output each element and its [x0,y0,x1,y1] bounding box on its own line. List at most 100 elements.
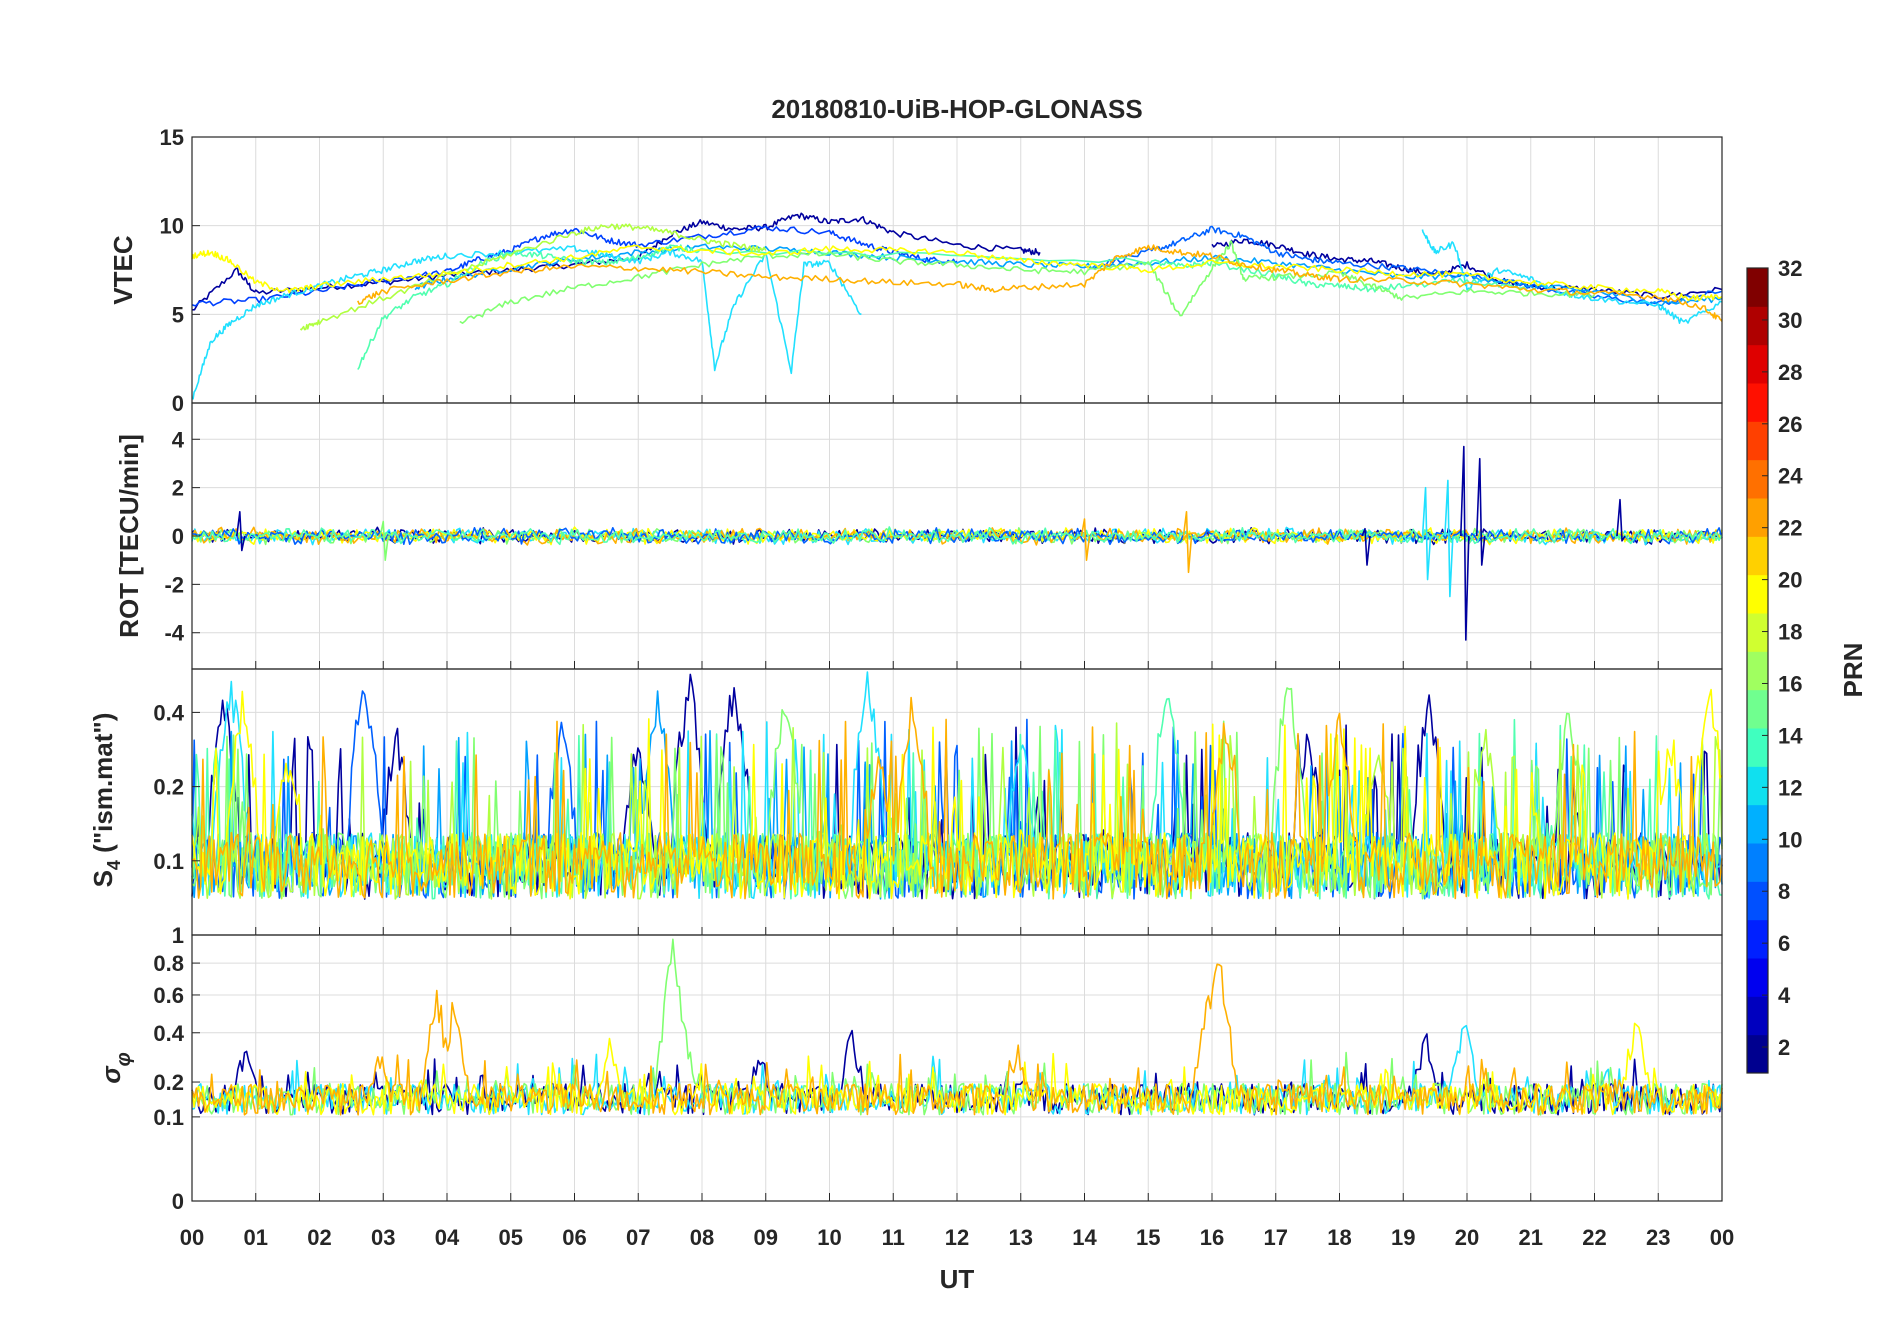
s4-y-ticks: 0.4 0.2 0.1 [153,700,1723,935]
y-tick-label: -2 [164,572,184,597]
x-tick-label: 19 [1391,1225,1415,1250]
y-tick-label: 0.8 [153,951,184,976]
colorbar-tick-label: 16 [1778,671,1802,696]
y-tick-label: 15 [160,125,184,150]
y-tick-label: 0 [172,1189,184,1214]
colorbar-tick-label: 26 [1778,412,1802,437]
sigma-phi-y-ticks: 0 0.1 0.2 0.4 0.6 0.8 1 [153,923,1723,1214]
colorbar-tick-label: 10 [1778,827,1802,852]
x-tick-label: 11 [882,1225,905,1250]
colorbar-cell [1747,651,1768,691]
colorbar-label: PRN [1838,643,1868,698]
y-tick-label: 0.6 [153,983,184,1008]
y-tick-label: 0 [172,524,184,549]
colorbar-cell [1747,383,1768,422]
x-tick-label: 14 [1072,1225,1097,1250]
x-tick-label: 21 [1519,1225,1543,1250]
vtec-series-line [1421,229,1723,324]
s4-panel: 0.4 0.2 0.1 S4 ("ism.mat") [88,668,1723,936]
y-tick-label: 5 [172,302,184,327]
colorbar-cell [1747,843,1768,882]
y-tick-label: 0.1 [153,849,184,874]
colorbar-cell [1747,996,1768,1036]
rot-series-line [191,526,1723,546]
colorbar-cell [1747,268,1768,307]
x-tick-label: 20 [1455,1225,1479,1250]
vtec-y-label: VTEC [108,235,138,305]
colorbar-cell [1747,881,1768,921]
x-axis-label: UT [940,1264,975,1294]
x-tick-label: 02 [307,1225,331,1250]
colorbar-cell [1747,613,1768,652]
y-tick-label: 0.4 [153,1021,184,1046]
colorbar-tick-label: 2 [1778,1035,1790,1060]
colorbar-tick-label: 20 [1778,568,1802,593]
colorbar-tick-label: 30 [1778,308,1802,333]
rot-spike [1460,445,1470,641]
colorbar-cell [1747,574,1768,614]
y-tick-label: -4 [164,621,184,646]
colorbar-cell [1747,689,1768,729]
x-axis-ticks: 00 01 02 03 04 05 06 07 08 09 10 11 12 13 14 15 16 17 18 19… [180,1225,1734,1250]
x-tick-label: 12 [945,1225,969,1250]
vtec-series-line [191,225,958,307]
rot-spike [1475,457,1486,566]
colorbar-cell [1747,306,1768,346]
colorbar-cell [1747,766,1768,806]
vtec-series-line [357,244,1531,370]
x-tick-label: 09 [754,1225,778,1250]
s4-traces [191,671,1723,900]
rot-y-ticks: 4 2 0 -2 -4 [164,427,1723,669]
colorbar-gradient [1747,268,1768,1074]
colorbar-cell [1747,728,1768,767]
x-tick-label: 04 [435,1225,460,1250]
x-tick-label: 00 [1710,1225,1734,1250]
vtec-series-line [1084,225,1723,307]
vtec-series-line [414,243,1723,307]
rot-spike [1421,486,1432,581]
rot-spike [236,511,246,552]
x-tick-label: 07 [626,1225,650,1250]
y-tick-label: 0 [172,391,184,416]
y-tick-label: 0.4 [153,700,184,725]
sigma-phi-series-line [191,963,1723,1116]
sigma-phi-y-label: σφ [96,1052,135,1083]
colorbar-cell [1747,344,1768,384]
colorbar-tick-label: 28 [1778,360,1802,385]
sigma-phi-traces [191,938,1723,1116]
colorbar-cell [1747,804,1768,844]
rot-y-label: ROT [TECU/min] [114,434,144,638]
vtec-series-line [191,212,1041,311]
colorbar-frame [1746,267,1769,1074]
rot-spike [379,520,390,561]
x-tick-label: 22 [1582,1225,1606,1250]
colorbar-tick-label: 18 [1778,620,1802,645]
colorbar-cell [1747,536,1768,576]
colorbar-tick-label: 22 [1778,516,1802,541]
y-tick-label: 0.2 [153,775,184,800]
x-tick-label: 17 [1264,1225,1288,1250]
sigma-phi-frame [191,934,1723,1202]
colorbar-cell [1747,958,1768,997]
y-tick-label: 2 [172,476,184,501]
rot-panel: 4 2 0 -2 -4 ROT [TECU/min] [114,402,1723,670]
x-tick-label: 13 [1009,1225,1033,1250]
s4-y-label: S4 ("ism.mat") [88,713,124,888]
colorbar-tick-label: 8 [1778,879,1790,904]
x-tick-label: 16 [1200,1225,1224,1250]
x-tick-label: 15 [1136,1225,1160,1250]
x-tick-label: 06 [562,1225,586,1250]
rot-spike [1361,527,1371,566]
rot-traces [191,445,1723,641]
x-tick-label: 00 [180,1225,204,1250]
colorbar-tick-label: 12 [1778,775,1802,800]
y-tick-label: 1 [172,923,184,948]
x-tick-label: 03 [371,1225,395,1250]
colorbar-cell [1747,459,1768,499]
sigma-phi-panel: 0 0.1 0.2 0.4 0.6 0.8 1 σφ [96,923,1723,1214]
colorbar-tick-label: 4 [1778,983,1791,1008]
x-tick-label: 23 [1646,1225,1670,1250]
